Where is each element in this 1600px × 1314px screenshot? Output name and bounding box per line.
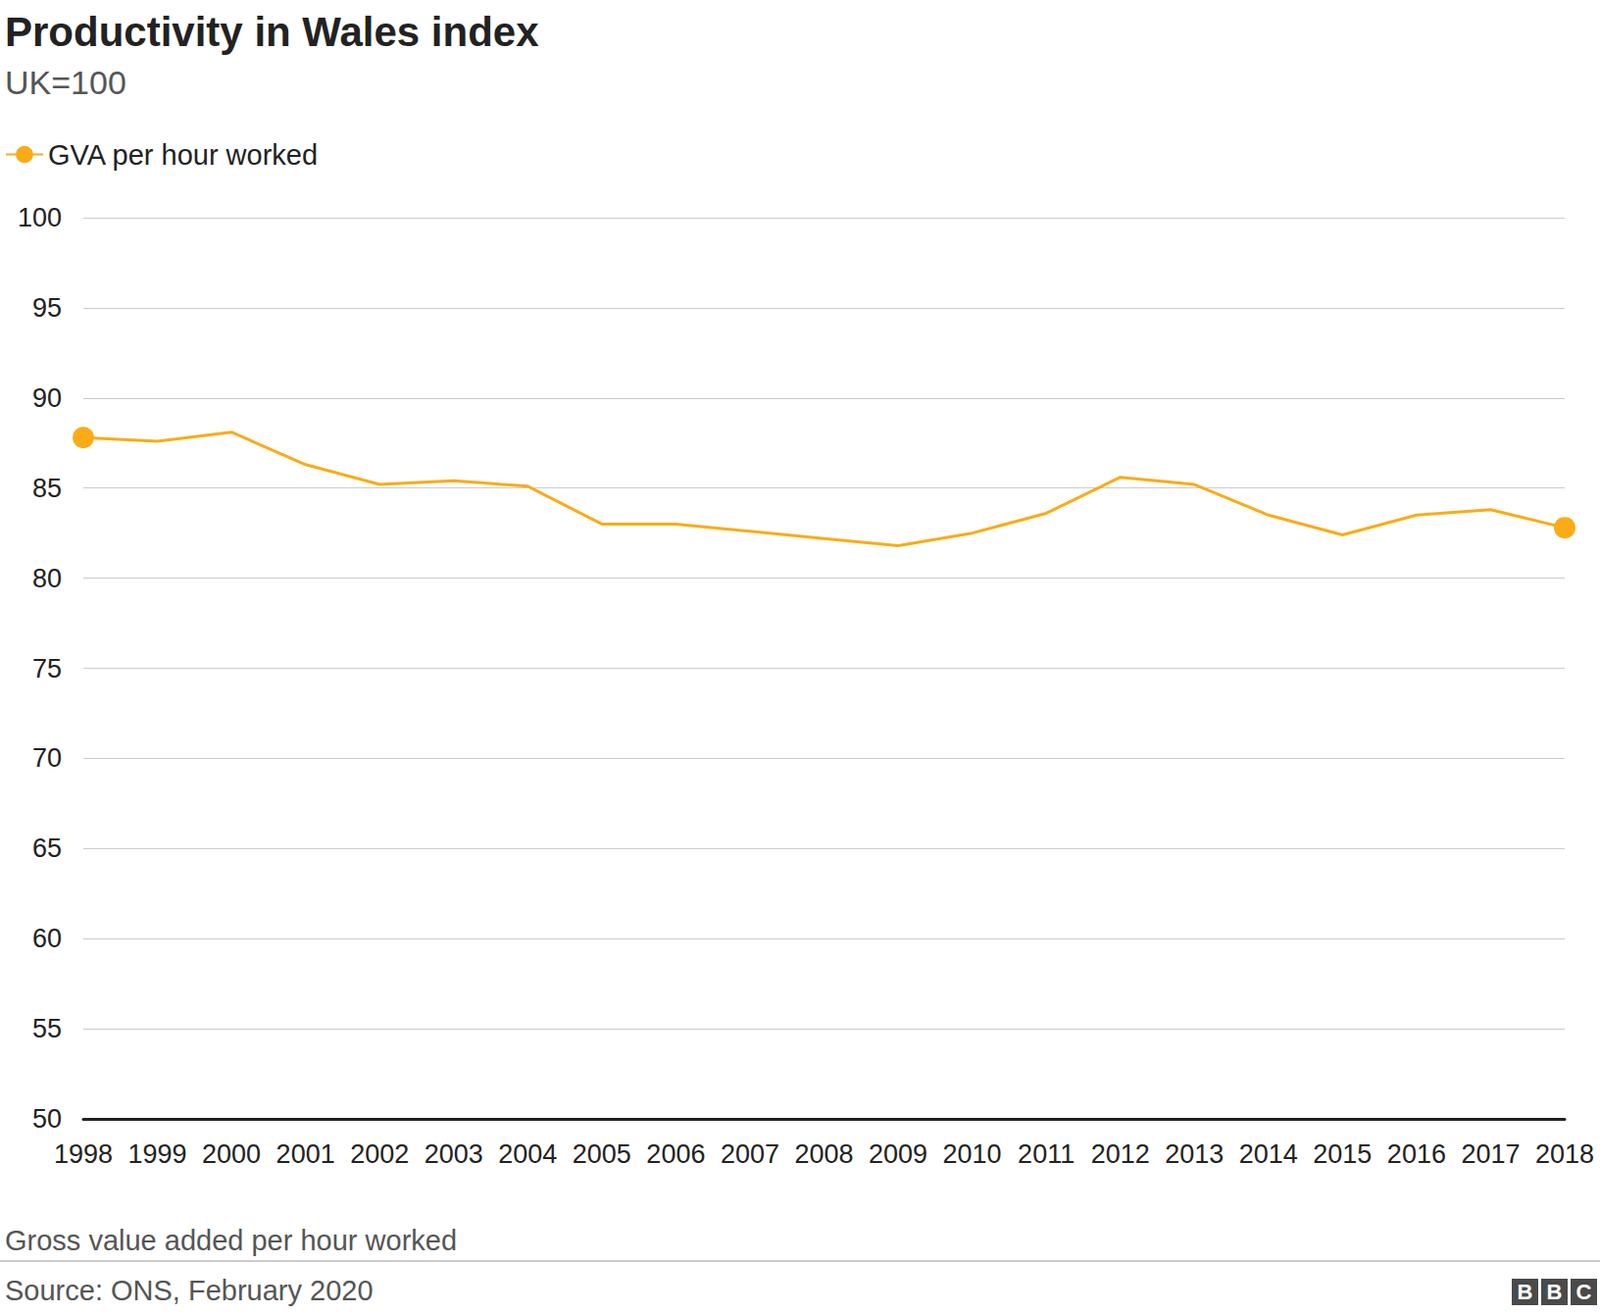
svg-text:2003: 2003: [424, 1139, 484, 1169]
svg-text:B: B: [1547, 1279, 1563, 1304]
svg-text:2001: 2001: [276, 1139, 336, 1169]
svg-text:65: 65: [32, 833, 62, 863]
svg-text:70: 70: [32, 743, 62, 773]
svg-text:2016: 2016: [1387, 1139, 1447, 1169]
svg-text:100: 100: [17, 202, 62, 233]
svg-text:90: 90: [32, 383, 62, 413]
svg-text:2004: 2004: [498, 1139, 557, 1169]
svg-text:B: B: [1517, 1279, 1534, 1304]
svg-text:1998: 1998: [53, 1139, 113, 1169]
svg-text:Gross value added per hour wor: Gross value added per hour worked: [4, 1224, 457, 1256]
svg-text:2011: 2011: [1017, 1139, 1075, 1169]
svg-text:2002: 2002: [350, 1139, 409, 1169]
svg-text:2007: 2007: [720, 1139, 780, 1169]
svg-text:2005: 2005: [572, 1139, 632, 1169]
svg-text:2006: 2006: [646, 1139, 705, 1169]
svg-text:95: 95: [32, 293, 62, 323]
svg-text:2008: 2008: [794, 1139, 853, 1169]
svg-text:50: 50: [32, 1103, 62, 1134]
svg-text:2014: 2014: [1239, 1139, 1299, 1169]
svg-text:GVA per hour worked: GVA per hour worked: [48, 139, 318, 171]
svg-text:2017: 2017: [1460, 1139, 1520, 1169]
svg-text:UK=100: UK=100: [4, 63, 127, 101]
svg-text:85: 85: [32, 473, 62, 503]
svg-text:2018: 2018: [1535, 1139, 1595, 1169]
svg-text:75: 75: [32, 653, 62, 684]
svg-text:2009: 2009: [868, 1139, 928, 1169]
svg-text:C: C: [1576, 1279, 1593, 1304]
svg-text:2013: 2013: [1164, 1139, 1224, 1169]
svg-text:80: 80: [32, 563, 62, 594]
svg-text:55: 55: [32, 1013, 62, 1044]
svg-text:1999: 1999: [128, 1139, 188, 1169]
svg-text:Productivity in Wales index: Productivity in Wales index: [4, 8, 540, 55]
svg-text:Source: ONS, February 2020: Source: ONS, February 2020: [4, 1274, 374, 1306]
svg-text:2010: 2010: [943, 1139, 1002, 1169]
svg-text:60: 60: [32, 923, 62, 953]
svg-text:2000: 2000: [201, 1139, 261, 1169]
svg-text:2012: 2012: [1091, 1139, 1150, 1169]
svg-text:2015: 2015: [1312, 1139, 1372, 1169]
